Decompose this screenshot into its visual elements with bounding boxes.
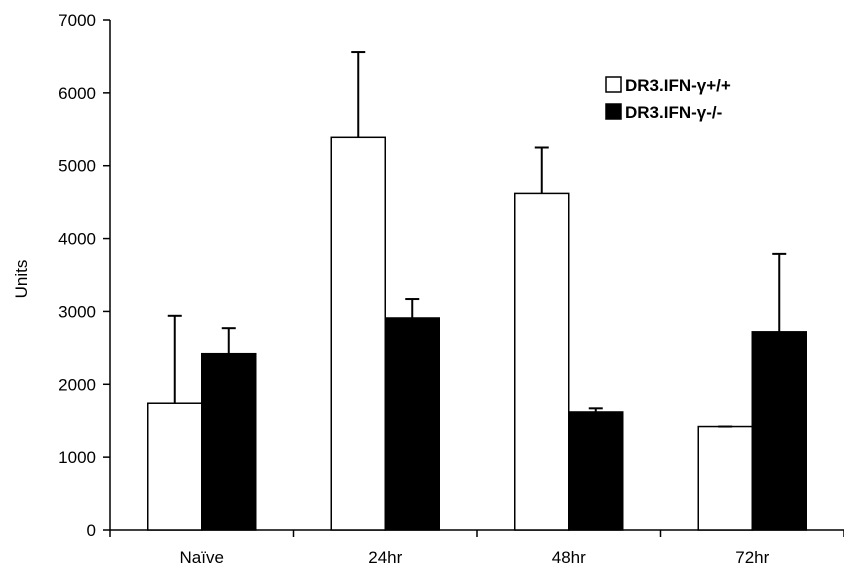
bar-series-1 bbox=[514, 192, 570, 531]
bar-series-1 bbox=[697, 425, 753, 531]
y-tick-label: 2000 bbox=[58, 375, 96, 394]
y-tick-label: 5000 bbox=[58, 157, 96, 176]
bar-series-1 bbox=[147, 402, 203, 531]
y-tick-label: 4000 bbox=[58, 230, 96, 249]
x-tick-label: 24hr bbox=[368, 548, 402, 567]
legend-swatch-2 bbox=[605, 103, 622, 120]
legend: DR3.IFN-γ+/+ DR3.IFN-γ-/- bbox=[605, 76, 731, 122]
y-tick-label: 1000 bbox=[58, 448, 96, 467]
y-tick-label: 7000 bbox=[58, 11, 96, 30]
bar-series-2 bbox=[384, 317, 440, 531]
y-axis: 0 1000 2000 3000 4000 5000 6000 7000 bbox=[58, 11, 111, 540]
legend-label-2: DR3.IFN-γ-/- bbox=[625, 103, 722, 122]
legend-label-1: DR3.IFN-γ+/+ bbox=[625, 76, 731, 95]
x-tick-label: 72hr bbox=[735, 548, 769, 567]
y-tick-label: 0 bbox=[87, 521, 96, 540]
x-tick-label: Naïve bbox=[180, 548, 224, 567]
x-tick-label: 48hr bbox=[552, 548, 586, 567]
bar-series-2 bbox=[568, 411, 624, 531]
bars bbox=[147, 51, 807, 531]
bar-series-2 bbox=[201, 352, 257, 531]
y-tick-label: 6000 bbox=[58, 84, 96, 103]
bar-series-1 bbox=[330, 136, 386, 531]
y-axis-title: Units bbox=[12, 260, 31, 299]
legend-swatch-1 bbox=[605, 76, 622, 93]
x-axis: Naïve 24hr 48hr 72hr bbox=[109, 529, 844, 567]
bar-series-2 bbox=[751, 331, 807, 531]
y-tick-label: 3000 bbox=[58, 302, 96, 321]
